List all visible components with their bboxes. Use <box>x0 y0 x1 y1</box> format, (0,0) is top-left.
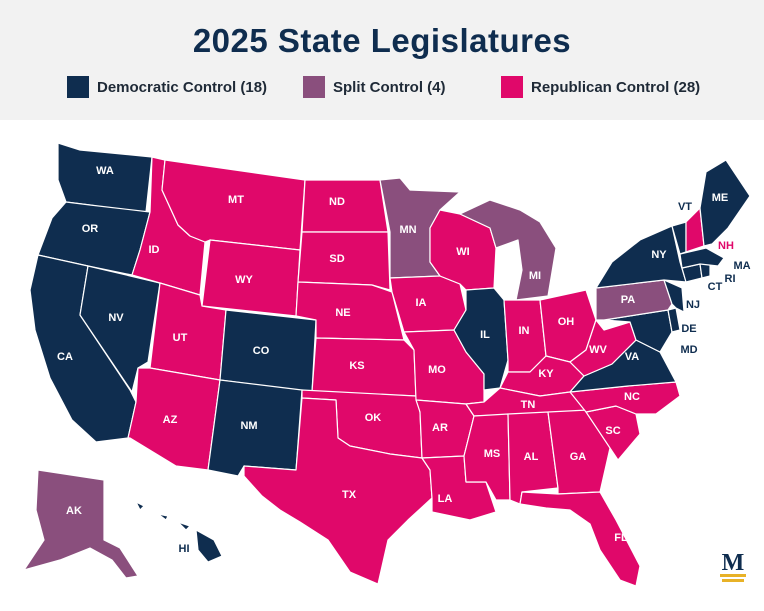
label-nc: NC <box>624 391 640 403</box>
label-id: ID <box>149 244 160 256</box>
label-ca: CA <box>57 351 73 363</box>
label-ak: AK <box>66 505 82 517</box>
label-oh: OH <box>558 316 575 328</box>
header-banner: 2025 State Legislatures Democratic Contr… <box>0 0 764 120</box>
label-nv: NV <box>108 312 124 324</box>
label-ga: GA <box>570 451 587 463</box>
state-nj[interactable] <box>663 279 685 313</box>
state-sd[interactable] <box>297 231 391 291</box>
label-ia: IA <box>416 297 427 309</box>
state-wa[interactable] <box>57 142 153 213</box>
legend-swatch-democratic <box>67 76 89 98</box>
legend-label-split: Split Control (4) <box>333 78 446 96</box>
label-az: AZ <box>163 414 178 426</box>
state-ia[interactable] <box>389 275 467 333</box>
state-fl[interactable] <box>519 491 641 587</box>
legend-label-democratic: Democratic Control (18) <box>97 78 268 96</box>
logo-bar-bottom <box>722 579 744 582</box>
label-ri: RI <box>725 273 736 285</box>
label-nd: ND <box>329 196 345 208</box>
label-wa: WA <box>96 165 114 177</box>
logo-letter: M <box>722 550 745 576</box>
state-ak[interactable] <box>23 469 139 579</box>
label-ks: KS <box>349 360 364 372</box>
label-nj: NJ <box>686 299 700 311</box>
label-sc: SC <box>605 425 620 437</box>
state-il[interactable] <box>453 287 509 391</box>
label-wv: WV <box>589 344 607 356</box>
label-wi: WI <box>456 246 469 258</box>
label-il: IL <box>480 329 490 341</box>
legend: Democratic Control (18) Split Control (4… <box>0 76 764 106</box>
label-tn: TN <box>521 399 536 411</box>
legend-label-republican: Republican Control (28) <box>531 78 701 96</box>
label-sd: SD <box>329 253 344 265</box>
state-ny[interactable] <box>595 225 687 289</box>
legend-swatch-split <box>303 76 325 98</box>
state-me[interactable] <box>699 159 751 247</box>
label-ky: KY <box>538 368 554 380</box>
label-mi: MI <box>529 270 541 282</box>
label-mn: MN <box>399 224 416 236</box>
state-nd[interactable] <box>301 179 389 233</box>
label-mt: MT <box>228 194 244 206</box>
legend-item-democratic: Democratic Control (18) <box>67 76 267 98</box>
states <box>23 142 751 587</box>
label-la: LA <box>438 493 453 505</box>
label-ms: MS <box>484 448 501 460</box>
legend-item-republican: Republican Control (28) <box>501 76 700 98</box>
us-map: WA OR CA NV ID MT WY UT AZ CO NM ND SD N… <box>23 142 751 587</box>
label-vt: VT <box>678 201 692 213</box>
state-mi[interactable] <box>459 199 557 301</box>
state-ma[interactable] <box>679 247 725 269</box>
label-in: IN <box>519 325 530 337</box>
label-al: AL <box>524 451 539 463</box>
label-nm: NM <box>240 420 257 432</box>
label-de: DE <box>681 323 696 335</box>
legend-swatch-republican <box>501 76 523 98</box>
label-me: ME <box>712 192 729 204</box>
state-hi[interactable] <box>135 501 223 563</box>
label-hi: HI <box>179 543 190 555</box>
label-ar: AR <box>432 422 448 434</box>
map-title: 2025 State Legislatures <box>192 22 572 59</box>
label-fl: FL <box>614 532 628 544</box>
label-mo: MO <box>428 364 446 376</box>
label-ny: NY <box>651 249 667 261</box>
label-md: MD <box>680 344 697 356</box>
label-nh: NH <box>718 240 734 252</box>
label-or: OR <box>82 223 99 235</box>
state-labels: WA OR CA NV ID MT WY UT AZ CO NM ND SD N… <box>57 165 751 555</box>
label-wy: WY <box>235 274 253 286</box>
label-ok: OK <box>365 412 382 424</box>
state-tx[interactable] <box>243 397 433 585</box>
legend-item-split: Split Control (4) <box>303 76 446 98</box>
state-de[interactable] <box>667 307 681 333</box>
label-va: VA <box>625 351 640 363</box>
label-co: CO <box>253 345 270 357</box>
label-ct: CT <box>708 281 723 293</box>
label-tx: TX <box>342 489 357 501</box>
label-ma: MA <box>733 260 750 272</box>
label-pa: PA <box>621 294 636 306</box>
label-ut: UT <box>173 332 188 344</box>
brand-logo: M <box>720 550 746 582</box>
label-ne: NE <box>335 307 350 319</box>
logo-bar-top <box>720 574 746 577</box>
